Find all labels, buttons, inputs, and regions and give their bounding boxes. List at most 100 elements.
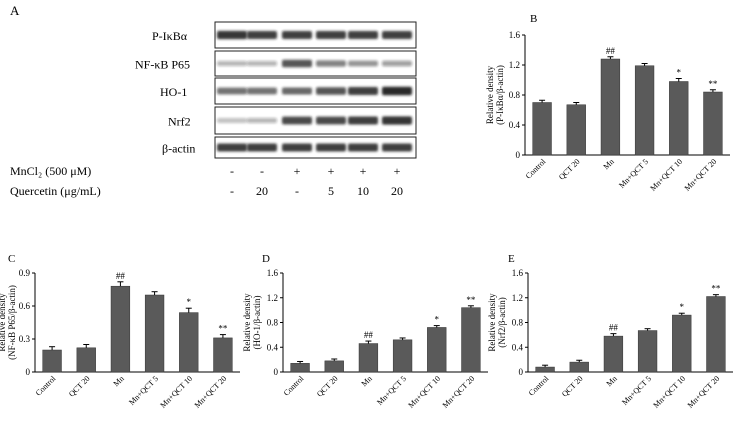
y-tick-label: 0.8 <box>512 318 524 328</box>
y-tick-label: 0.4 <box>509 120 521 130</box>
y-axis-label: Relative density <box>485 65 495 124</box>
x-tick-label: Mn+QCT 10 <box>158 374 194 410</box>
y-tick-label: 0.8 <box>509 90 521 100</box>
x-tick-label: Control <box>34 374 58 398</box>
blot-band <box>316 143 346 152</box>
blot-band <box>217 30 247 40</box>
y-tick-label: 0.3 <box>19 334 31 344</box>
bar <box>110 285 131 373</box>
significance-mark: ## <box>606 46 616 56</box>
x-tick-label: Mn <box>602 157 616 171</box>
x-tick-label: Control <box>524 157 548 181</box>
blot-strip <box>214 136 417 159</box>
bar <box>179 312 199 373</box>
bar <box>672 314 692 373</box>
x-tick-label: Control <box>527 374 551 398</box>
significance-mark: ** <box>711 284 721 294</box>
treatment-value: 20 <box>391 184 403 198</box>
treatment-value: + <box>394 164 401 178</box>
treatment-value: + <box>360 164 367 178</box>
y-axis-label: Relative density <box>242 293 252 352</box>
blot-band <box>316 60 346 67</box>
x-tick-label: Mn+QCT 10 <box>648 157 684 193</box>
treatment-value: 10 <box>357 184 369 198</box>
blot-band <box>348 116 378 125</box>
bar <box>461 307 481 373</box>
y-tick-label: 1.6 <box>267 268 279 278</box>
bar <box>76 347 96 373</box>
panel-letter: D <box>262 253 270 265</box>
blot-band <box>247 61 277 66</box>
blot-label: NF-κB P65 <box>135 58 190 72</box>
treatment-label: Quercetin (μg/mL) <box>10 184 101 198</box>
blot-band <box>217 61 247 66</box>
x-tick-label: Mn+QCT 20 <box>686 374 722 410</box>
significance-mark: ## <box>364 330 374 340</box>
blot-band <box>282 31 312 39</box>
significance-mark: ** <box>466 295 476 305</box>
bar <box>566 104 586 156</box>
blot-band <box>316 31 346 39</box>
blot-label: Nrf2 <box>168 115 191 129</box>
bar <box>392 339 413 373</box>
y-tick-label: 0 <box>516 150 521 160</box>
blot-strip <box>214 77 417 105</box>
blot-band <box>247 118 277 123</box>
treatment-label: MnCl₂ (500 μM) <box>10 164 91 178</box>
treatment-value: - <box>230 184 234 198</box>
y-tick-label: 0 <box>26 367 31 377</box>
y-tick-label: 1.2 <box>509 60 520 70</box>
bar <box>706 296 726 373</box>
blot-band <box>247 143 277 152</box>
blot-band <box>217 143 247 152</box>
x-tick-label: Mn+QCT 20 <box>193 374 229 410</box>
treatment-value: + <box>328 164 335 178</box>
y-tick-label: 1.6 <box>512 268 524 278</box>
blot-strip <box>214 21 417 49</box>
y-axis-label: (P-IκBα/β-actin) <box>495 65 505 125</box>
y-tick-label: 1.6 <box>509 30 521 40</box>
x-tick-label: QCT 20 <box>67 374 92 399</box>
bar <box>703 91 723 156</box>
x-tick-label: Mn+QCT 5 <box>617 157 650 190</box>
x-tick-label: Control <box>282 374 306 398</box>
y-axis-label: (HO-1/β-actin) <box>252 295 262 349</box>
bar <box>42 349 62 373</box>
x-tick-label: Mn+QCT 10 <box>406 374 442 410</box>
blot-label: HO-1 <box>160 85 187 99</box>
treatment-value: 5 <box>328 184 334 198</box>
x-tick-label: Mn+QCT 20 <box>441 374 477 410</box>
panel-letter: C <box>8 253 15 265</box>
blot-label: β-actin <box>162 142 195 156</box>
blot-strip <box>214 50 417 77</box>
panel-letter: B <box>530 13 537 25</box>
treatment-value: - <box>295 184 299 198</box>
x-tick-label: Mn <box>360 374 374 388</box>
y-tick-label: 0.6 <box>19 301 31 311</box>
bar <box>669 81 689 156</box>
chart-panel-e: E 0 0.4 0.8 1.2 1.6 Relative density (Nrf2/β-ac… <box>487 253 733 410</box>
blot-band <box>316 87 346 95</box>
blot-band <box>382 60 412 67</box>
blot-band <box>348 143 378 152</box>
blot-band <box>382 116 412 125</box>
chart-panel-c: C 0 0.3 0.6 0.9 Relative density (NF-κB P65/β-… <box>0 253 240 410</box>
significance-mark: ** <box>218 324 228 334</box>
blot-band <box>282 87 312 95</box>
blot-band <box>382 143 412 152</box>
panel-a: A P-IκBα NF-κB P65 HO-1 Nrf2 β-actin MnCl₂ (50… <box>10 3 417 198</box>
blot-band <box>282 143 312 152</box>
y-tick-label: 1.2 <box>267 293 278 303</box>
blot-frame <box>214 136 417 159</box>
y-tick-label: 0 <box>519 367 524 377</box>
x-tick-label: Mn+QCT 5 <box>620 374 653 407</box>
blot-band <box>217 118 247 123</box>
y-axis-label: Relative density <box>0 293 7 352</box>
blot-band <box>247 87 277 95</box>
chart-panel-b: B 0 0.4 0.8 1.2 1.6 Relative density (P-IκBα/β-… <box>485 13 730 193</box>
significance-mark: * <box>187 297 192 307</box>
bar <box>144 294 165 373</box>
bar <box>213 337 233 373</box>
bar <box>427 327 447 373</box>
y-tick-label: 1.2 <box>512 293 523 303</box>
